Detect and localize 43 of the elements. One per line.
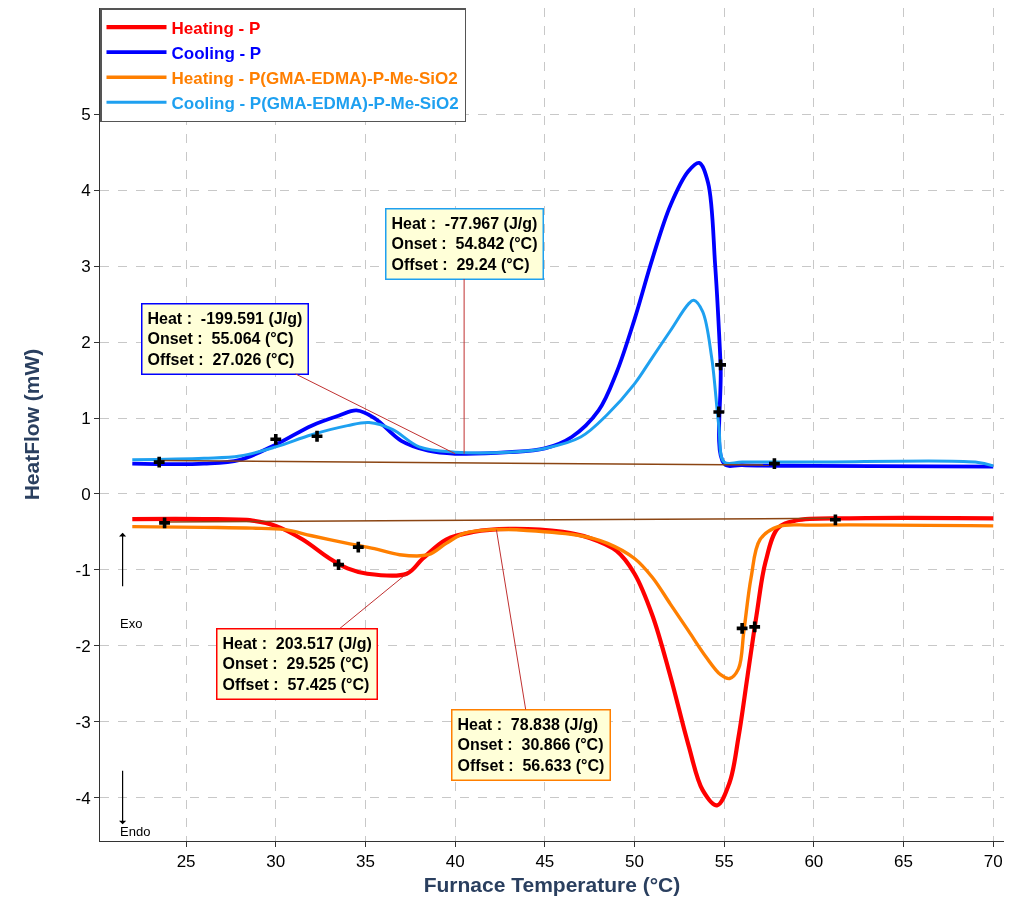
- line-series: [130, 298, 995, 468]
- annotation: Endo: [120, 824, 151, 839]
- point: [153, 456, 165, 468]
- annotation: Heat : -199.591 (J/g) Onset : 55.064 (°C) Offset : 27.026 (°C): [147, 309, 303, 369]
- y-tick-label: 4: [81, 181, 91, 201]
- legend-label: Cooling - P: [171, 43, 262, 63]
- y-axis-title: HeatFlow (mW): [19, 348, 43, 501]
- point: [311, 430, 323, 442]
- x-tick-label: 40: [445, 852, 465, 872]
- point: [352, 541, 364, 553]
- point: [749, 621, 761, 633]
- x-tick-label: 45: [535, 852, 555, 872]
- x-tick-label: 30: [266, 852, 286, 872]
- annotation: Exo: [120, 616, 143, 631]
- x-tick-label: 65: [894, 852, 914, 872]
- legend-label: Cooling - P(GMA-EDMA)-P-Me-SiO2: [171, 93, 459, 113]
- x-tick-label: 35: [356, 852, 375, 872]
- x-tick-label: 70: [983, 852, 1003, 872]
- x-tick-label: 50: [625, 852, 644, 872]
- x-tick-label: 55: [714, 852, 734, 872]
- legend-label: Heating - P: [171, 18, 261, 38]
- y-tick-label: -4: [75, 788, 91, 808]
- y-tick-label: -2: [75, 636, 91, 656]
- y-tick-label: -3: [75, 712, 91, 732]
- annotation: Heat : 78.838 (J/g) Onset : 30.866 (°C) Offset : 56.633 (°C): [457, 715, 605, 775]
- point: [159, 517, 170, 529]
- point: [713, 406, 725, 418]
- y-tick-label: 5: [81, 105, 91, 125]
- point: [736, 622, 748, 634]
- point: [270, 433, 282, 445]
- y-tick-label: -1: [75, 560, 91, 580]
- point: [715, 359, 726, 371]
- legend-label: Heating - P(GMA-EDMA)-P-Me-SiO2: [171, 68, 458, 88]
- y-tick-label: 0: [81, 484, 91, 504]
- annotation: Heat : -77.967 (J/g) Onset : 54.842 (°C) Offset : 29.24 (°C): [391, 214, 538, 274]
- x-tick-label: 60: [804, 852, 824, 872]
- y-tick-label: 1: [81, 409, 91, 428]
- annotation: Heat : 203.517 (J/g) Onset : 29.525 (°C) Offset : 57.425 (°C): [222, 634, 372, 694]
- x-tick-label: 25: [176, 852, 196, 872]
- point: [830, 514, 841, 526]
- x-axis-title: Furnace Temperature (°C): [423, 872, 681, 896]
- y-tick-label: 3: [81, 257, 91, 277]
- y-tick-label: 2: [81, 333, 91, 353]
